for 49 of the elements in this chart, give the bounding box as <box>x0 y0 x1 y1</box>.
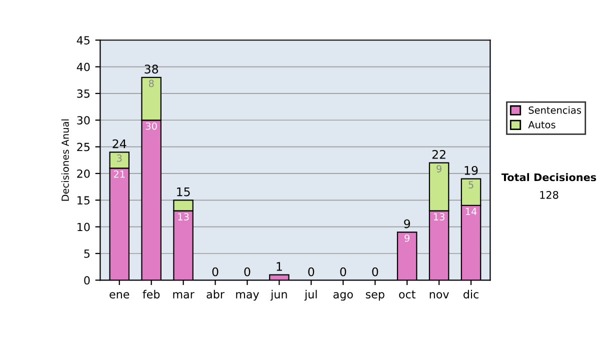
legend-label: Sentencias <box>528 106 582 114</box>
x-tick-label: jun <box>270 290 287 301</box>
x-tick-label: feb <box>142 290 160 298</box>
data-label: 13 <box>434 213 444 220</box>
y-tick-label: 0 <box>84 276 90 285</box>
x-tick-label: dic <box>464 290 478 298</box>
total-label: 15 <box>177 187 190 196</box>
data-label: 8 <box>148 80 154 88</box>
total-label: 22 <box>432 150 446 159</box>
y-tick-label: 25 <box>77 142 90 152</box>
y-tick-label: 35 <box>77 89 90 98</box>
total-label: 24 <box>112 139 126 148</box>
data-label: 9 <box>404 234 410 242</box>
data-label: 5 <box>468 181 474 188</box>
y-axis-title: Decisiones Anual <box>61 119 69 201</box>
x-tick-label: ene <box>110 292 130 298</box>
total-label: 19 <box>464 166 478 175</box>
y-tick-label: 45 <box>76 36 90 44</box>
data-label: 21 <box>114 170 125 178</box>
y-tick-label: 20 <box>77 169 90 178</box>
total-label: 0 <box>340 267 346 276</box>
y-tick-label: 15 <box>78 196 90 205</box>
total-label: 0 <box>212 267 218 276</box>
total-label: 0 <box>244 267 250 276</box>
total-label: 0 <box>308 267 314 276</box>
x-tick-label: may <box>236 292 260 301</box>
total-label: 38 <box>144 64 158 74</box>
x-tick-label: oct <box>399 290 416 298</box>
text: 128 <box>540 190 558 199</box>
total-label: 0 <box>372 267 378 276</box>
x-tick-label: mar <box>173 292 194 298</box>
x-tick-label: ago <box>333 292 353 301</box>
text: Total Decisiones <box>501 173 596 182</box>
y-tick-label: 5 <box>84 250 90 258</box>
legend-label: Autos <box>528 121 556 128</box>
x-tick-label: abr <box>206 290 224 298</box>
data-label: 3 <box>117 154 122 162</box>
data-label: 13 <box>178 213 189 220</box>
y-tick-label: 30 <box>77 116 90 125</box>
y-tick-label: 10 <box>78 222 90 232</box>
x-tick-label: sep <box>366 292 384 301</box>
data-label: 30 <box>146 122 157 130</box>
y-tick-label: 40 <box>76 62 90 72</box>
data-label: 14 <box>466 208 477 215</box>
total-label: 1 <box>276 262 282 271</box>
total-label: 9 <box>404 219 410 228</box>
x-tick-label: jul <box>304 290 317 301</box>
data-label: 9 <box>436 165 442 172</box>
x-tick-label: nov <box>430 292 449 298</box>
